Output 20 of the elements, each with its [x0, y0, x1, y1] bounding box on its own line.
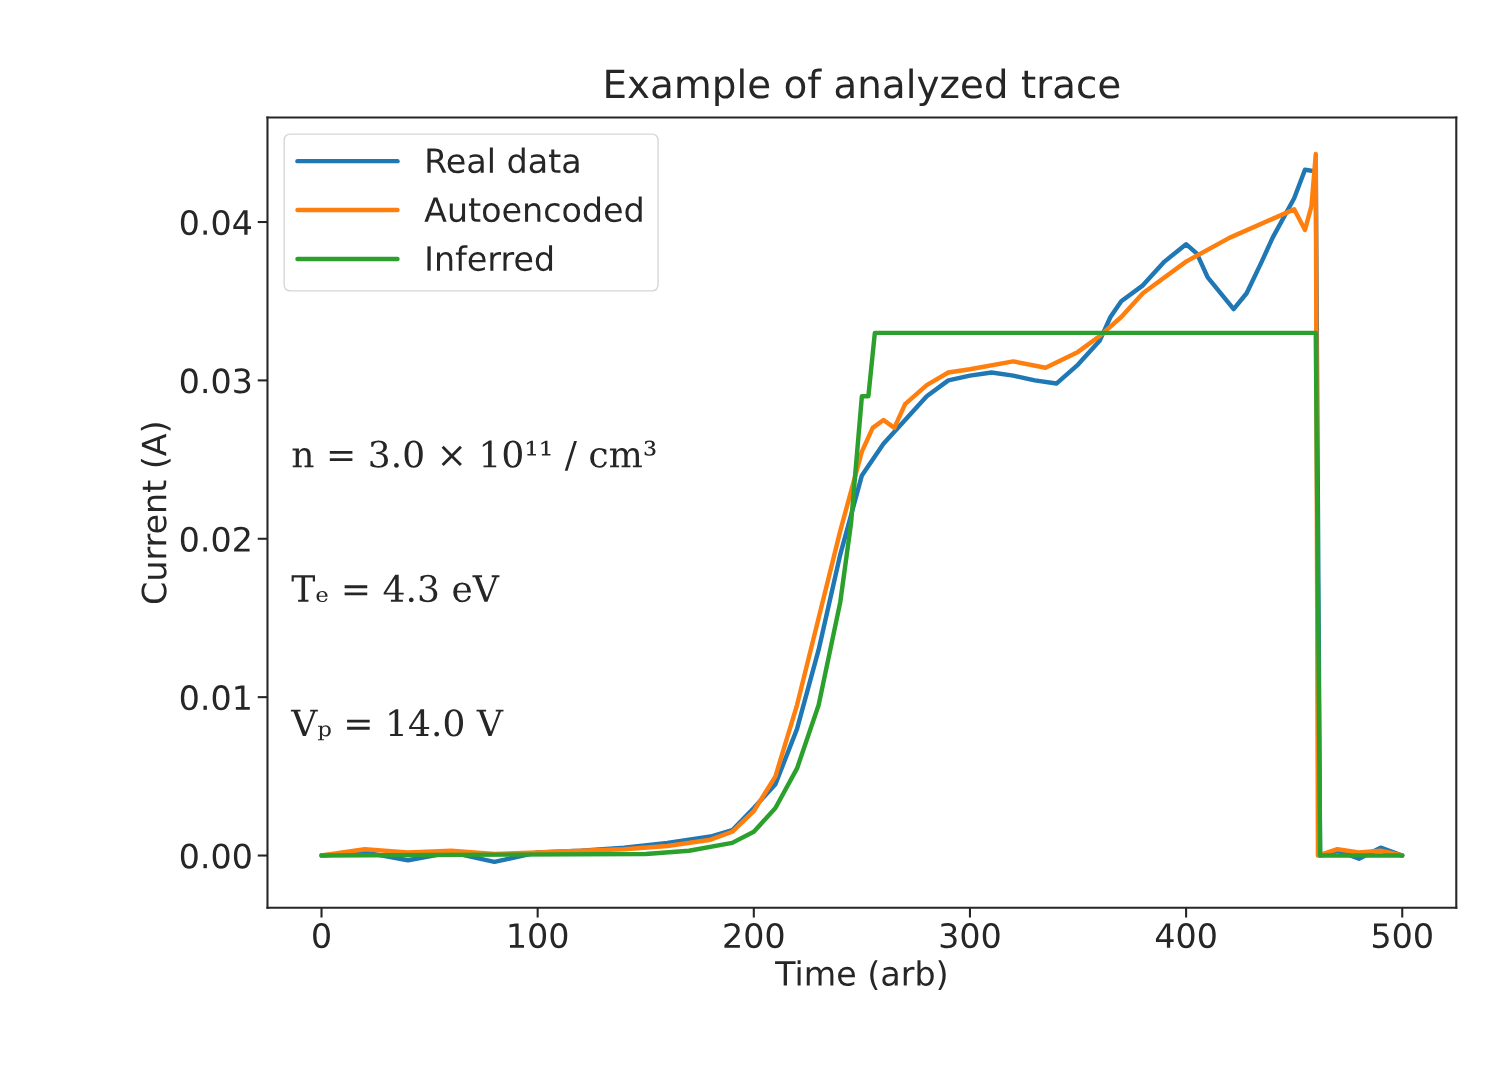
legend-label: Inferred	[427, 245, 553, 272]
y-tick-label: 0.04	[180, 209, 252, 236]
annotation: n = 3.0 × 10¹¹ / cm³	[292, 440, 656, 471]
x-tick-label: 100	[509, 922, 568, 949]
annotation: Tₑ = 4.3 eV	[291, 574, 500, 603]
x-tick-label: 200	[724, 922, 784, 949]
y-tick-label: 0.01	[180, 685, 250, 711]
y-axis-title: Current (A)	[140, 423, 171, 604]
x-tick-label: 0	[313, 922, 330, 949]
chart-title: Example of analyzed trace	[606, 68, 1120, 107]
legend-label: Autoencoded	[424, 196, 642, 223]
y-tick-label: 0.03	[180, 368, 251, 394]
x-axis-title: Time (arb)	[775, 960, 946, 990]
x-tick-label: 500	[1373, 922, 1432, 949]
y-tick-label: 0.02	[180, 526, 250, 552]
annotation: Vₚ = 14.0 V	[290, 709, 504, 741]
x-tick-label: 300	[940, 922, 1000, 949]
x-tick-label: 400	[1155, 922, 1216, 949]
legend-label: Real data	[427, 147, 579, 174]
y-tick-label: 0.00	[180, 843, 251, 869]
